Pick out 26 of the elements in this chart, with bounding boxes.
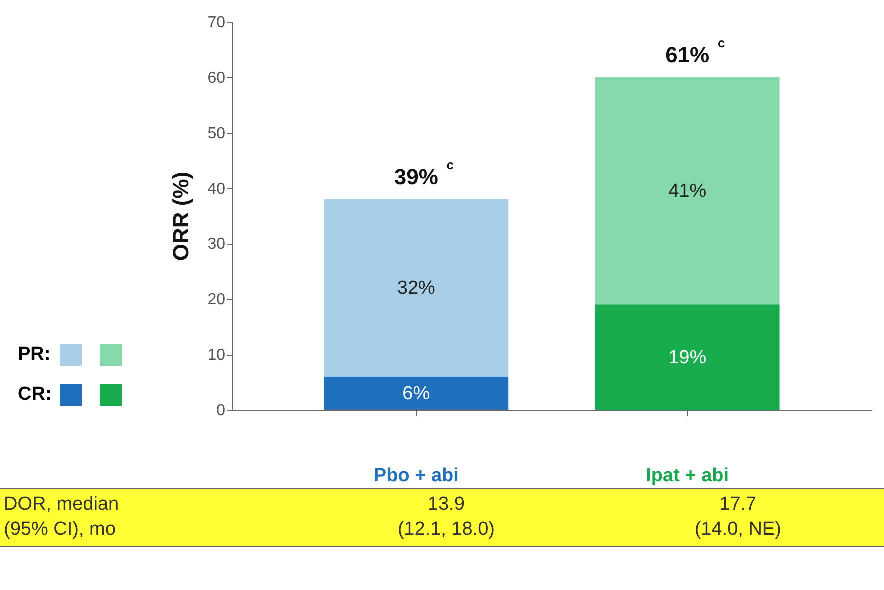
y-tick-label: 70 xyxy=(208,14,226,32)
y-tick-label: 60 xyxy=(208,70,226,87)
text: 13.9 (12.1, 18.0) xyxy=(300,488,592,547)
y-tick-label: 50 xyxy=(208,125,226,142)
data-label: 19% xyxy=(668,347,707,368)
data-label: 6% xyxy=(402,383,430,404)
y-tick-label: 20 xyxy=(208,292,226,309)
data-label: 32% xyxy=(397,278,436,300)
y-axis-title: ORR (%) xyxy=(168,172,194,262)
text: 17.7 (14.0, NE) xyxy=(592,488,884,547)
legend-label: PR: xyxy=(18,344,52,366)
text: 61%c xyxy=(666,35,726,68)
text: 39%c xyxy=(394,157,454,190)
y-tick-label: 10 xyxy=(208,347,226,364)
bar xyxy=(324,376,509,410)
x-tick-label: Pbo + abi xyxy=(374,466,459,486)
legend-label: CR: xyxy=(18,384,53,406)
x-tick-label: Ipat + abi xyxy=(646,466,730,486)
y-tick-label: 30 xyxy=(208,236,226,254)
bar xyxy=(595,77,780,305)
bar xyxy=(595,304,780,410)
y-tick-label: 0 xyxy=(216,402,226,420)
bar xyxy=(324,199,509,377)
data-label: 41% xyxy=(668,181,707,202)
y-tick-label: 40 xyxy=(208,180,226,198)
text: DOR, median (95% CI), mo xyxy=(0,488,301,547)
